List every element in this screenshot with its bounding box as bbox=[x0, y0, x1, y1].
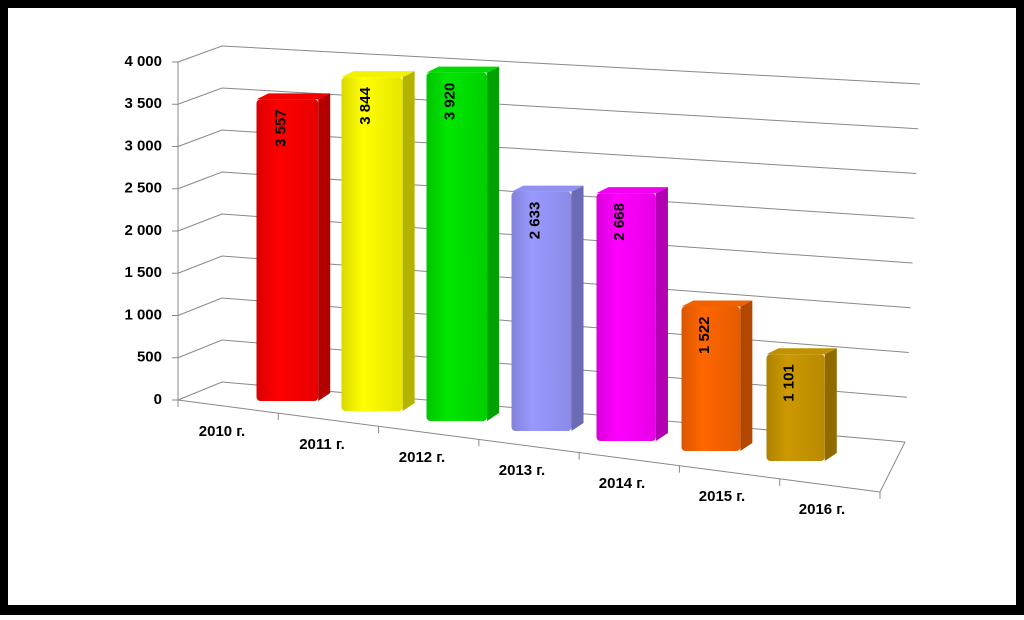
y-tick-label: 2 000 bbox=[124, 222, 162, 239]
bar-top bbox=[766, 348, 837, 355]
x-tick-label: 2015 г. bbox=[699, 488, 745, 505]
grid-line bbox=[177, 381, 906, 443]
bar-side bbox=[655, 187, 668, 441]
bar bbox=[596, 193, 656, 441]
bar-top bbox=[681, 300, 753, 307]
grid-line bbox=[177, 339, 907, 398]
bar-top bbox=[341, 71, 415, 78]
grid-line bbox=[177, 255, 911, 309]
bar bbox=[681, 306, 741, 451]
grid-line bbox=[177, 45, 921, 85]
x-tick-label: 2013 г. bbox=[499, 462, 545, 479]
bar-top bbox=[596, 187, 668, 194]
y-tick-label: 1 000 bbox=[124, 306, 162, 323]
bar bbox=[511, 191, 572, 431]
x-tick-label: 2010 г. bbox=[199, 423, 245, 440]
x-tick-label: 2012 г. bbox=[399, 449, 445, 466]
value-label: 3 557 bbox=[272, 109, 289, 147]
grid-line bbox=[177, 213, 913, 264]
value-label: 3 920 bbox=[442, 83, 459, 121]
floor-right-edge bbox=[879, 441, 906, 493]
bar-side bbox=[740, 300, 753, 451]
grid-line bbox=[177, 87, 919, 130]
y-tick-label: 4 000 bbox=[124, 53, 162, 70]
bar bbox=[426, 72, 488, 422]
grid-line bbox=[177, 129, 917, 174]
y-tick-label: 3 000 bbox=[124, 137, 162, 154]
bar-side bbox=[824, 348, 837, 461]
bar-side bbox=[487, 66, 500, 422]
bar-side bbox=[318, 93, 331, 401]
bar-side bbox=[571, 185, 584, 431]
y-tick-label: 3 500 bbox=[124, 95, 162, 112]
y-tick-label: 1 500 bbox=[124, 264, 162, 281]
bar-top bbox=[426, 66, 500, 73]
y-tick-label: 0 bbox=[154, 391, 162, 408]
bar-side bbox=[402, 71, 415, 411]
bar-top bbox=[511, 185, 584, 192]
bar bbox=[766, 354, 825, 461]
y-tick-label: 2 500 bbox=[124, 180, 162, 197]
value-label: 1 522 bbox=[696, 316, 713, 354]
value-label: 2 633 bbox=[526, 202, 543, 240]
x-tick-label: 2011 г. bbox=[299, 436, 345, 453]
floor-front-edge bbox=[177, 399, 881, 493]
x-tick-label: 2016 г. bbox=[799, 501, 845, 518]
bar-top bbox=[256, 93, 331, 100]
y-tick-label: 500 bbox=[137, 349, 162, 366]
grid-line bbox=[177, 171, 915, 219]
value-label: 2 668 bbox=[611, 203, 628, 241]
value-label: 3 844 bbox=[357, 87, 374, 125]
bar bbox=[341, 77, 403, 411]
walls bbox=[172, 45, 921, 499]
x-tick-label: 2014 г. bbox=[599, 475, 645, 492]
value-label: 1 101 bbox=[781, 364, 798, 402]
bar bbox=[256, 99, 319, 401]
grid-line bbox=[177, 297, 909, 353]
